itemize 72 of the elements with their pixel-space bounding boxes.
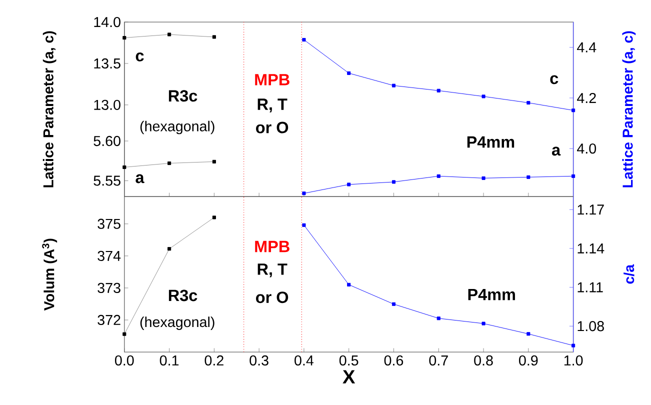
x-tick-label: 0.5 bbox=[339, 356, 358, 366]
x-tick-label: 0.2 bbox=[204, 356, 224, 366]
y2-tick-label: 1.11 bbox=[578, 282, 603, 292]
point bbox=[302, 192, 306, 196]
x-tick-label: 0.9 bbox=[519, 356, 538, 366]
x-tick-label: 0.4 bbox=[294, 356, 314, 366]
annotation: R, T bbox=[258, 98, 288, 112]
y2-axis-title: c/a bbox=[624, 264, 634, 284]
point bbox=[482, 94, 486, 98]
point bbox=[526, 175, 530, 180]
x-tick-label: 0.0 bbox=[114, 356, 134, 366]
y-axis-title: Volum (A$^{3}$) bbox=[42, 238, 58, 311]
text: 4.2 bbox=[577, 93, 596, 104]
annotation: (hexagonal) bbox=[140, 120, 214, 134]
annotation: R, T bbox=[258, 264, 288, 278]
series-label: a bbox=[136, 174, 144, 184]
point bbox=[436, 88, 440, 93]
point bbox=[302, 223, 306, 228]
text: 4.0 bbox=[577, 144, 596, 154]
y-tick-label: 372 bbox=[98, 315, 120, 326]
y-tick-label: 5.60 bbox=[94, 136, 120, 146]
x-tick-label: 0.8 bbox=[474, 356, 493, 366]
y2-tick-label: 1.17 bbox=[578, 204, 604, 215]
point bbox=[436, 316, 440, 320]
y-tick-label: 13.0 bbox=[94, 100, 120, 110]
series-label: c bbox=[136, 52, 144, 62]
y-tick-label: 14.0 bbox=[94, 17, 120, 28]
point bbox=[392, 302, 396, 306]
point bbox=[526, 332, 530, 336]
point bbox=[572, 344, 576, 348]
point bbox=[392, 180, 396, 184]
point bbox=[526, 101, 530, 105]
series-label: a bbox=[552, 146, 561, 156]
annotation: P4mm bbox=[468, 289, 515, 300]
y-axis-title: Lattice Parameter (a, c) bbox=[42, 31, 56, 188]
x-tick-label: 0.7 bbox=[429, 356, 448, 366]
point bbox=[302, 38, 306, 42]
y-tick-label: 374 bbox=[98, 250, 121, 262]
point bbox=[436, 174, 440, 178]
point bbox=[482, 176, 486, 180]
annotation: MPB bbox=[255, 241, 290, 252]
point bbox=[347, 182, 351, 186]
point bbox=[212, 216, 216, 220]
x-tick-label: 0.6 bbox=[384, 356, 404, 366]
point bbox=[572, 174, 576, 178]
point bbox=[168, 247, 172, 251]
y-tick-label: 375 bbox=[98, 218, 120, 230]
annotation: MPB bbox=[255, 74, 290, 86]
point bbox=[482, 322, 486, 326]
point bbox=[572, 108, 576, 112]
series-label: c bbox=[550, 75, 558, 84]
y2-tick-label: 1.08 bbox=[578, 321, 604, 332]
annotation: P4mm bbox=[467, 136, 514, 148]
x-tick-label: 0.1 bbox=[160, 356, 179, 366]
annotation: R3c bbox=[168, 290, 198, 302]
point bbox=[347, 72, 351, 76]
annotation: or O bbox=[256, 122, 288, 134]
y-tick-label: 373 bbox=[98, 282, 120, 294]
y2-axis-title: Lattice Parameter (a, c) bbox=[622, 31, 636, 188]
text: 4.4 bbox=[577, 42, 596, 52]
point bbox=[122, 332, 126, 336]
x-tick-label: 1.0 bbox=[564, 356, 583, 366]
annotation: R3c bbox=[168, 90, 198, 102]
y-tick-label: 5.55 bbox=[94, 176, 120, 186]
y-tick-label: 13.5 bbox=[94, 58, 120, 69]
annotation: or O bbox=[256, 292, 288, 304]
x-tick-label: 0.3 bbox=[250, 356, 268, 366]
annotation: (hexagonal) bbox=[140, 316, 214, 330]
x-axis-title: X bbox=[342, 370, 356, 384]
point bbox=[347, 283, 351, 287]
y2-tick-label: 1.14 bbox=[578, 244, 604, 254]
point bbox=[392, 84, 396, 88]
